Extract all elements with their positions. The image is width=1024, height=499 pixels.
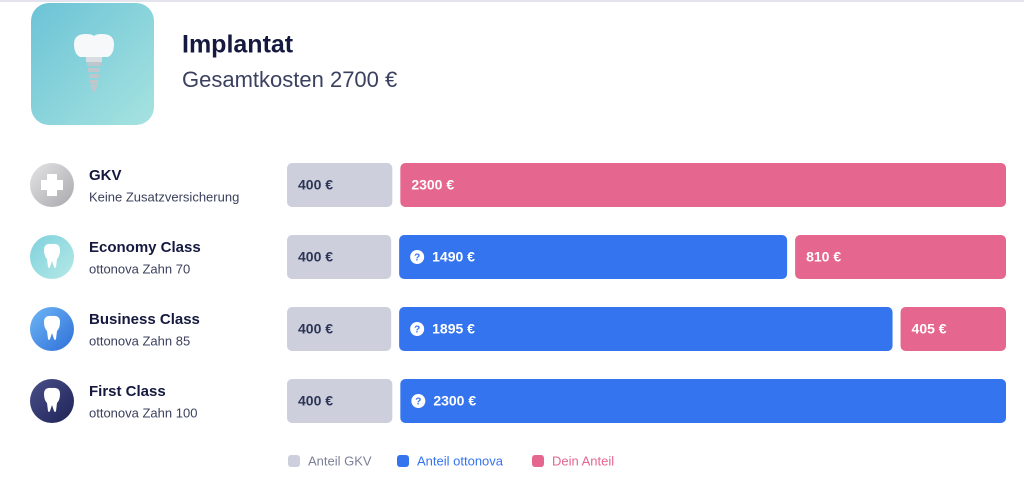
- bar-label: 405 €: [912, 321, 947, 337]
- bar-label: 400 €: [298, 393, 333, 409]
- bar-segment: [287, 307, 392, 351]
- bar-segment: [795, 235, 1006, 279]
- info-icon: [410, 322, 425, 336]
- info-icon-mark: ?: [415, 397, 421, 408]
- row-sub: ottonova Zahn 70: [89, 261, 190, 276]
- bar-label: 400 €: [298, 249, 333, 265]
- legend-swatch: [288, 455, 300, 467]
- legend-label: Anteil GKV: [308, 453, 372, 468]
- row-name: First Class: [89, 383, 166, 400]
- row-icon: [30, 379, 74, 423]
- title: Implantat: [182, 31, 294, 59]
- legend-swatch: [397, 455, 409, 467]
- legend-swatch: [532, 455, 544, 467]
- bar-label: 1895 €: [432, 321, 475, 337]
- info-icon: [411, 394, 426, 408]
- row-name: Economy Class: [89, 239, 201, 256]
- bar-segment: [399, 235, 788, 279]
- row-icon: [30, 163, 74, 207]
- subtitle: Gesamtkosten 2700 €: [182, 67, 397, 92]
- row-sub: ottonova Zahn 100: [89, 405, 197, 420]
- bar-label: 1490 €: [432, 249, 475, 265]
- legend-label: Dein Anteil: [552, 453, 614, 468]
- bar-segment: [287, 379, 393, 423]
- row-name: GKV: [89, 167, 122, 184]
- legend-label: Anteil ottonova: [417, 453, 504, 468]
- bar-segment: [287, 235, 392, 279]
- bar-segment: [287, 163, 393, 207]
- bar-label: 400 €: [298, 177, 333, 193]
- row-sub: Keine Zusatzversicherung: [89, 189, 239, 204]
- row-sub: ottonova Zahn 85: [89, 333, 190, 348]
- info-icon: [410, 250, 425, 264]
- bar-segment: [900, 307, 1006, 351]
- info-icon-mark: ?: [414, 253, 420, 264]
- row-icon: [30, 235, 74, 279]
- bar-label: 2300 €: [411, 177, 454, 193]
- bar-segment: [400, 163, 1006, 207]
- header-icon: [31, 3, 154, 125]
- row-name: Business Class: [89, 311, 200, 328]
- bar-segment: [399, 307, 893, 351]
- bar-segment: [400, 379, 1006, 423]
- bar-label: 810 €: [806, 249, 841, 265]
- row-icon: [30, 307, 74, 351]
- bar-label: 2300 €: [433, 393, 476, 409]
- info-icon-mark: ?: [414, 325, 420, 336]
- bar-label: 400 €: [298, 321, 333, 337]
